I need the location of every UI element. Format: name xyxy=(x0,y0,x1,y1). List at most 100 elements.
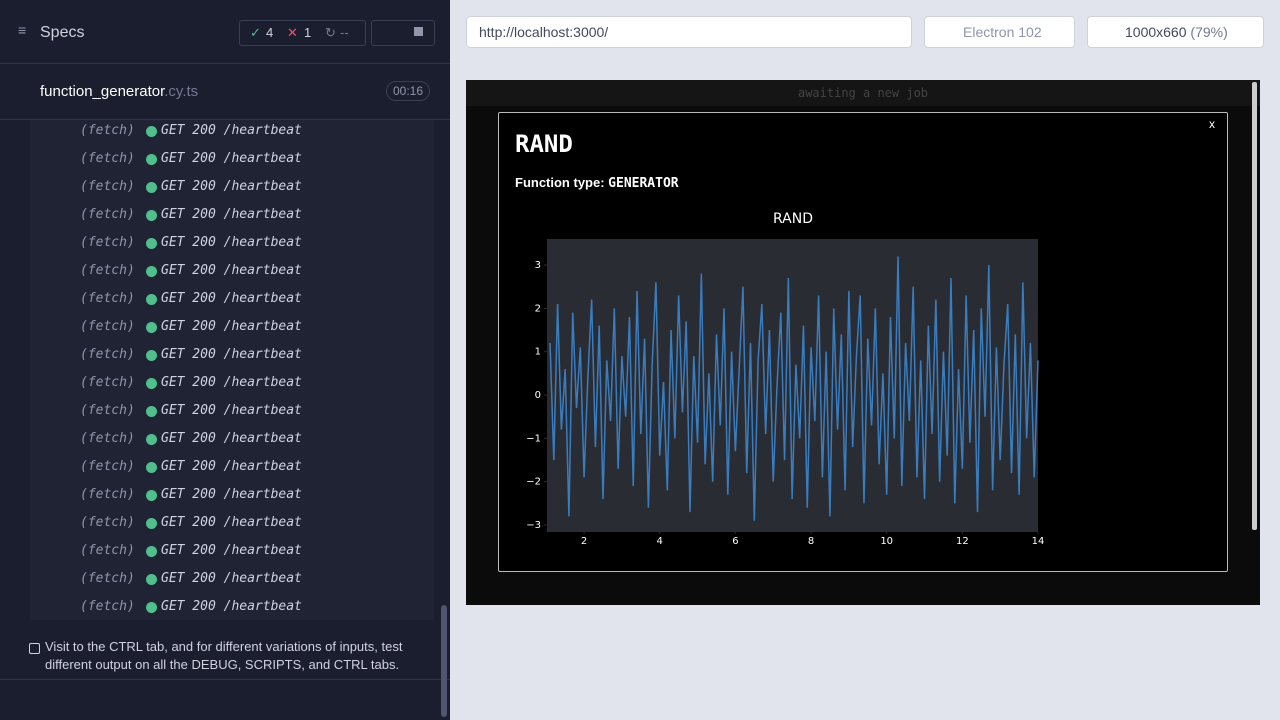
y-tick-label: −3 xyxy=(526,520,541,531)
viewport-select[interactable]: 1000x660 (79%) xyxy=(1087,16,1264,48)
log-status-dot xyxy=(146,154,157,165)
function-type-label: Function type: xyxy=(515,175,605,190)
log-text: GET 200 /heartbeat xyxy=(161,207,302,222)
log-text: GET 200 /heartbeat xyxy=(161,291,302,306)
log-status-dot xyxy=(146,126,157,137)
y-tick-label: 1 xyxy=(535,347,541,358)
log-status-dot xyxy=(146,434,157,445)
x-tick-label: 10 xyxy=(880,536,893,547)
log-text: GET 200 /heartbeat xyxy=(161,235,302,250)
log-kind: (fetch) xyxy=(80,319,135,334)
log-kind: (fetch) xyxy=(80,599,135,614)
log-kind: (fetch) xyxy=(80,123,135,138)
url-bar[interactable]: http://localhost:3000/ xyxy=(466,16,912,48)
modal: x RAND Function type: GENERATOR RAND −3 −… xyxy=(498,112,1228,572)
log-kind: (fetch) xyxy=(80,235,135,250)
log-status-dot xyxy=(146,322,157,333)
stats xyxy=(239,20,366,46)
spec-file: function_generator xyxy=(40,83,165,100)
y-tick-label: 3 xyxy=(535,260,541,271)
log-kind: (fetch) xyxy=(80,403,135,418)
log-kind: (fetch) xyxy=(80,571,135,586)
log-kind: (fetch) xyxy=(80,179,135,194)
spec-ext: .cy.ts xyxy=(164,83,199,100)
x-tick-label: 8 xyxy=(808,536,814,547)
divider xyxy=(0,679,450,680)
log-kind: (fetch) xyxy=(80,263,135,278)
log-status-dot xyxy=(146,490,157,501)
stop-button[interactable] xyxy=(414,27,423,36)
command-log: (fetch) GET 200 /heartbeat (fetch) GET 200 … xyxy=(30,120,434,620)
log-text: GET 200 /heartbeat xyxy=(161,347,302,362)
y-tick-label: 0 xyxy=(535,390,541,401)
log-status-dot xyxy=(146,378,157,389)
x-tick-label: 14 xyxy=(1032,536,1045,547)
function-type-value: GENERATOR xyxy=(608,176,679,191)
log-status-dot xyxy=(146,182,157,193)
log-text: GET 200 /heartbeat xyxy=(161,375,302,390)
log-text: GET 200 /heartbeat xyxy=(161,599,302,614)
log-kind: (fetch) xyxy=(80,515,135,530)
passed-count: 4 xyxy=(266,25,274,40)
log-kind: (fetch) xyxy=(80,291,135,306)
log-text: GET 200 /heartbeat xyxy=(161,571,302,586)
log-text: GET 200 /heartbeat xyxy=(161,319,302,334)
log-text: GET 200 /heartbeat xyxy=(161,543,302,558)
function-type: Function type: GENERATOR xyxy=(515,175,679,191)
fail-icon: ✕ xyxy=(287,25,298,40)
log-text: GET 200 /heartbeat xyxy=(161,487,302,502)
log-text: GET 200 /heartbeat xyxy=(161,431,302,446)
log-kind: (fetch) xyxy=(80,543,135,558)
divider xyxy=(0,119,450,120)
modal-title: RAND xyxy=(515,130,573,158)
log-status-dot xyxy=(146,602,157,613)
y-tick-label: 2 xyxy=(535,303,541,314)
spec-name: function_generator.cy.ts xyxy=(40,83,198,100)
pending-count: -- xyxy=(340,25,349,40)
menu-icon[interactable]: ≡ xyxy=(18,22,27,38)
log-status-dot xyxy=(146,238,157,249)
log-kind: (fetch) xyxy=(80,151,135,166)
log-kind: (fetch) xyxy=(80,487,135,502)
status-bar: awaiting a new job xyxy=(466,80,1260,106)
log-status-dot xyxy=(146,350,157,361)
viewport-size: 1000x660 xyxy=(1125,24,1187,40)
test-checkbox[interactable] xyxy=(29,643,40,654)
failed-count: 1 xyxy=(304,25,312,40)
log-text: GET 200 /heartbeat xyxy=(161,403,302,418)
log-status-dot xyxy=(146,266,157,277)
x-tick-label: 12 xyxy=(956,536,969,547)
log-status-dot xyxy=(146,574,157,585)
controls[interactable] xyxy=(371,20,435,46)
log-status-dot xyxy=(146,462,157,473)
chart-title: RAND xyxy=(773,211,813,227)
log-status-dot xyxy=(146,210,157,221)
duration: 00:16 xyxy=(386,81,431,101)
close-button[interactable]: x xyxy=(1209,117,1215,131)
divider xyxy=(0,63,450,64)
y-tick-label: −1 xyxy=(526,433,541,444)
log-status-dot xyxy=(146,546,157,557)
line-series xyxy=(549,256,1039,521)
pass-icon: ✓ xyxy=(250,25,261,40)
log-kind: (fetch) xyxy=(80,347,135,362)
log-text: GET 200 /heartbeat xyxy=(161,123,302,138)
browser-select[interactable]: Electron 102 xyxy=(924,16,1075,48)
log-text: GET 200 /heartbeat xyxy=(161,179,302,194)
log-status-dot xyxy=(146,294,157,305)
viewport-scale: (79%) xyxy=(1190,24,1228,40)
test-title: Visit to the CTRL tab, and for different… xyxy=(45,639,403,672)
log-kind: (fetch) xyxy=(80,375,135,390)
pending-icon: ↻ xyxy=(325,25,336,40)
x-tick-label: 2 xyxy=(581,536,587,547)
log-text: GET 200 /heartbeat xyxy=(161,263,302,278)
x-tick-label: 6 xyxy=(732,536,738,547)
sidebar: ≡ Specs ✓ 4 ✕ 1 ↻ -- function_generator.… xyxy=(0,0,450,720)
frame-scrollbar[interactable] xyxy=(1252,82,1257,530)
x-tick-label: 4 xyxy=(657,536,663,547)
log-text: GET 200 /heartbeat xyxy=(161,459,302,474)
scrollbar[interactable] xyxy=(441,605,447,717)
log-kind: (fetch) xyxy=(80,207,135,222)
log-text: GET 200 /heartbeat xyxy=(161,151,302,166)
